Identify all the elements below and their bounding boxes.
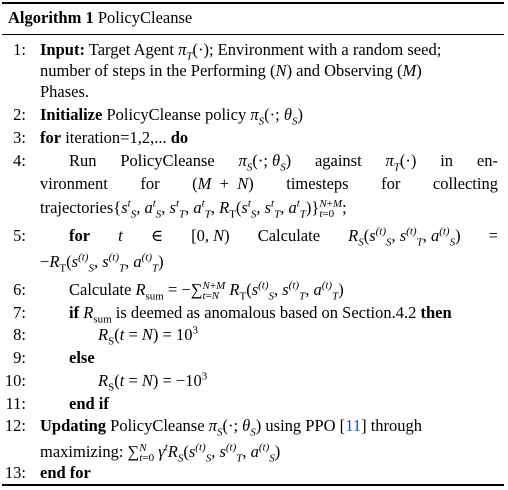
line-4-word: en- [476, 151, 498, 170]
keyword-for: for [69, 226, 91, 245]
line-number: 3: [13, 128, 26, 147]
line-number: 8: [13, 325, 26, 344]
line-12-text-d: maximizing: [40, 442, 124, 461]
line-number: 4: [13, 151, 26, 170]
line-number: 6: [13, 280, 26, 299]
line-4-text: trajectories [40, 198, 114, 217]
line-number: 10: [4, 371, 26, 390]
citation-link[interactable]: 11 [345, 416, 362, 435]
line-5-word: Calculate [257, 226, 321, 245]
line-1-text-a: Target Agent [88, 40, 174, 59]
line-number: 13: [4, 463, 26, 482]
algorithm-label: Algorithm 1 [8, 8, 94, 27]
algorithm-name: PolicyCleanse [97, 8, 193, 27]
keyword-end-if: end if [69, 394, 109, 413]
line-1-text-b: ; Environment with a random seed; [208, 40, 442, 59]
line-4-word: Run [69, 151, 97, 170]
line-number: 1: [13, 40, 26, 59]
line-4-word: collecting [432, 174, 498, 193]
line-number: 11: [5, 394, 26, 413]
keyword-end-for: end for [40, 463, 91, 482]
top-rule [2, 2, 504, 4]
line-4-word: in [440, 151, 454, 170]
keyword-updating: Updating [40, 416, 107, 435]
line-2-text: PolicyCleanse policy [106, 105, 247, 124]
line-6-text: Calculate [69, 280, 132, 299]
line-number: 12: [4, 416, 26, 435]
keyword-then: then [420, 303, 452, 322]
line-12-text-c: ] through [361, 416, 423, 435]
algorithm-box: Algorithm 1 PolicyCleanse 1: Input: Targ… [2, 2, 504, 486]
keyword-if: if [69, 303, 80, 322]
line-number: 7: [13, 303, 26, 322]
algorithm-title: Algorithm 1 PolicyCleanse [8, 8, 192, 28]
line-1-text-d: ) and Observing ( [286, 61, 403, 80]
line-4-word: vironment [40, 174, 108, 193]
line-4-word: PolicyCleanse [120, 151, 215, 170]
line-4-word: for [381, 174, 401, 193]
keyword-for: for [40, 128, 62, 147]
keyword-do: do [170, 128, 189, 147]
line-4-word: for [140, 174, 160, 193]
line-12-text-a: PolicyCleanse [110, 416, 205, 435]
line-number: 5: [13, 226, 26, 245]
line-1-text-e: Phases. [40, 82, 90, 101]
keyword-input: Input: [40, 40, 85, 59]
line-12-text-b: using PPO [ [265, 416, 346, 435]
line-3-text: iteration=1,2,... [65, 128, 167, 147]
title-rule [2, 34, 504, 35]
line-4-word: against [314, 151, 362, 170]
keyword-initialize: Initialize [40, 105, 103, 124]
line-number: 2: [13, 105, 26, 124]
line-1-text-c: number of steps in the Performing ( [40, 61, 276, 80]
bottom-rule [2, 484, 504, 486]
line-4-word: timesteps [286, 174, 349, 193]
line-number: 9: [13, 348, 26, 367]
line-7-text: is deemed as anomalous based on Section.… [115, 303, 417, 322]
keyword-else: else [69, 348, 95, 367]
